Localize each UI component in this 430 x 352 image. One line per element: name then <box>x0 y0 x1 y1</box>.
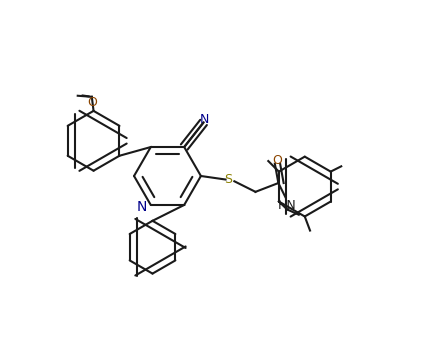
Text: HN: HN <box>278 200 297 212</box>
Text: N: N <box>200 113 209 126</box>
Text: N: N <box>137 200 147 214</box>
Text: S: S <box>224 173 232 186</box>
Text: O: O <box>87 96 97 109</box>
Text: O: O <box>273 155 283 167</box>
